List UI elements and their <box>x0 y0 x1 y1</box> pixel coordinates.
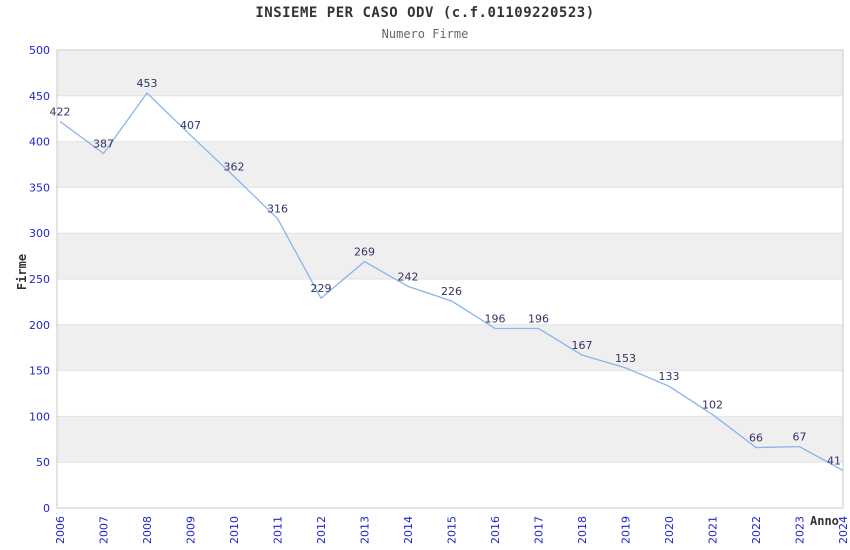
x-tick-label: 2019 <box>620 516 633 544</box>
x-tick-label: 2021 <box>707 516 720 544</box>
y-tick-label: 250 <box>29 273 50 286</box>
y-tick-label: 450 <box>29 90 50 103</box>
y-tick-label: 0 <box>43 502 50 515</box>
y-tick-label: 100 <box>29 410 50 423</box>
chart-subtitle: Numero Firme <box>381 27 469 41</box>
data-point-label: 153 <box>615 352 636 365</box>
data-point-label: 316 <box>267 203 288 216</box>
x-tick-label: 2009 <box>185 516 198 544</box>
data-point-label: 41 <box>827 454 841 467</box>
x-tick-label: 2007 <box>98 516 111 544</box>
plot-band <box>57 233 843 279</box>
x-tick-label: 2023 <box>794 516 807 544</box>
x-tick-label: 2018 <box>576 516 589 544</box>
data-point-label: 453 <box>137 77 158 90</box>
data-point-label: 407 <box>180 119 201 132</box>
x-tick-label: 2020 <box>663 516 676 544</box>
data-point-label: 196 <box>485 312 506 325</box>
y-tick-label: 50 <box>36 456 50 469</box>
x-tick-label: 2008 <box>141 516 154 544</box>
x-tick-label: 2024 <box>837 516 850 544</box>
y-tick-label: 400 <box>29 136 50 149</box>
plot-band <box>57 324 843 371</box>
plot-frame <box>56 49 844 509</box>
series-line <box>59 92 844 472</box>
plot-band <box>57 416 843 463</box>
y-tick-label: 500 <box>29 44 50 57</box>
x-tick-label: 2013 <box>359 516 372 544</box>
x-tick-label: 2017 <box>533 516 546 544</box>
data-point-label: 242 <box>398 270 419 283</box>
x-tick-label: 2010 <box>228 516 241 544</box>
x-tick-label: 2022 <box>750 516 763 544</box>
data-point-label: 229 <box>311 282 332 295</box>
data-point-label: 196 <box>528 312 549 325</box>
x-tick-label: 2014 <box>402 516 415 544</box>
x-tick-label: 2006 <box>54 516 67 544</box>
x-tick-label: 2016 <box>489 516 502 544</box>
chart-title: INSIEME PER CASO ODV (c.f.01109220523) <box>255 5 595 21</box>
data-point-label: 422 <box>50 105 71 118</box>
data-point-label: 387 <box>93 138 114 151</box>
data-point-label: 226 <box>441 285 462 298</box>
x-tick-label: 2015 <box>446 516 459 544</box>
x-tick-label: 2012 <box>315 516 328 544</box>
y-tick-label: 300 <box>29 227 50 240</box>
x-axis-title: Anno <box>810 514 839 528</box>
data-point-label: 102 <box>702 399 723 412</box>
data-point-label: 67 <box>793 431 807 444</box>
data-point-label: 133 <box>659 370 680 383</box>
plot-band <box>57 141 843 188</box>
y-axis-title: Firme <box>15 254 29 290</box>
y-tick-label: 350 <box>29 181 50 194</box>
y-tick-label: 200 <box>29 319 50 332</box>
data-point-label: 362 <box>224 160 245 173</box>
x-tick-label: 2011 <box>272 516 285 544</box>
plot-band <box>57 50 843 96</box>
data-point-label: 269 <box>354 246 375 259</box>
y-tick-label: 150 <box>29 365 50 378</box>
data-point-label: 167 <box>572 339 593 352</box>
data-point-label: 66 <box>749 432 763 445</box>
